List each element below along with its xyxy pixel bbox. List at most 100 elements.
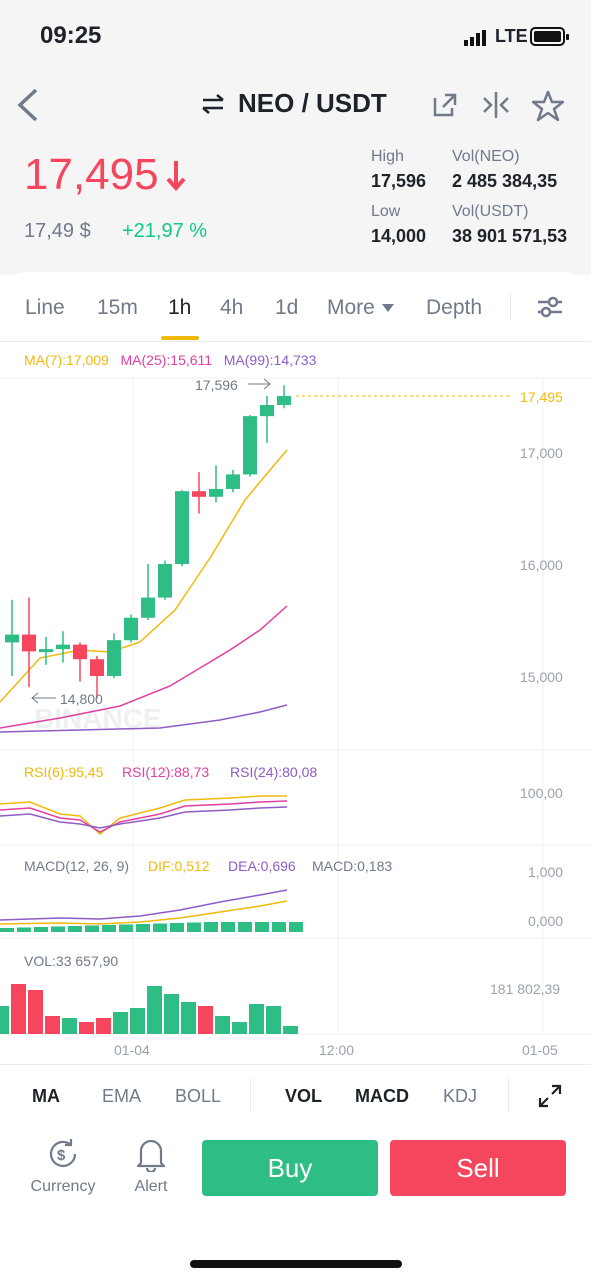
macd-bar [221,922,235,932]
vol-quote-value: 38 901 571,53 [452,226,568,246]
alert-label: Alert [134,1178,168,1195]
tab-4h[interactable]: 4h [220,296,244,319]
ticker-header [0,70,591,275]
vol-base-label: Vol(NEO) [452,148,520,165]
volume-bar [130,1008,145,1034]
compare-icon[interactable] [481,90,511,120]
macd-bar [204,922,218,932]
tab-depth[interactable]: Depth [426,296,483,319]
sell-button[interactable]: Sell [390,1140,566,1196]
macd-bar [119,924,133,932]
macd-value-label: MACD:0,183 [312,858,392,874]
candle [90,655,104,699]
favorite-star-icon[interactable] [531,90,565,122]
home-indicator[interactable] [190,1260,402,1268]
indicator-vol[interactable]: VOL [285,1086,323,1106]
svg-text:$: $ [57,1147,66,1164]
rsi-tick: 100,00 [520,785,563,801]
tab-divider [510,294,511,320]
indicator-macd[interactable]: MACD [355,1086,409,1106]
volume-bar [45,1016,60,1034]
indicator-ma[interactable]: MA [32,1086,60,1106]
ma25-label: MA(25):15,611 [120,352,213,368]
price-usd: 17,49 $ [24,220,91,242]
tab-1d[interactable]: 1d [275,296,299,319]
volume-bar [0,1006,9,1034]
bell-icon [136,1139,166,1172]
macd-bar [17,927,31,932]
currency-label: Currency [30,1178,96,1195]
volume-bar [215,1016,230,1034]
volume-bar [181,1002,196,1034]
pair-selector[interactable]: NEO / USDT [200,88,387,119]
share-icon[interactable] [430,90,460,120]
candle [226,469,240,493]
volume-bar [11,984,26,1034]
tab-1h[interactable]: 1h [168,296,192,319]
high-marker-arrow [248,378,271,390]
macd-bar [85,925,99,932]
volume-bar [266,1006,281,1034]
signal-icon [464,30,492,46]
macd-tick: 0,000 [528,913,563,929]
indicator-divider [250,1078,251,1112]
dea-label: DEA:0,696 [228,858,296,874]
ma7-line [0,449,288,703]
volume-bar [79,1022,94,1034]
candle [22,597,36,688]
candle [243,415,257,477]
rsi6-line [0,795,287,835]
candle [39,636,53,665]
candle [260,396,274,444]
high-value: 17,596 [371,171,427,191]
macd-bar [102,925,116,932]
last-price: 17,495 [24,150,187,200]
caret-down-icon [381,304,394,312]
tab-more-label: More [327,296,375,319]
buy-button[interactable]: Buy [202,1140,378,1196]
currency-button[interactable]: $ Currency [28,1136,98,1196]
volume-bar [113,1012,128,1034]
macd-bar [153,923,167,932]
candle [5,599,19,676]
dif-line [0,900,288,925]
vol-quote-label: Vol(USDT) [452,203,529,220]
tab-line[interactable]: Line [25,296,65,319]
candle [158,560,172,600]
dif-label: DIF:0,512 [148,858,210,874]
candle [175,490,189,567]
high-label: High [371,148,404,165]
candle [141,564,155,620]
volume-bar [283,1026,298,1034]
last-price-tag: 17,495 [520,389,563,405]
tab-more[interactable]: More [327,296,395,320]
indicator-ema[interactable]: EMA [102,1086,142,1106]
ma99-label: MA(99):14,733 [223,352,317,368]
volume-bar [164,994,179,1034]
y-tick: 16,000 [520,557,563,573]
fullscreen-icon[interactable] [537,1083,563,1114]
macd-bar [170,923,184,932]
rsi12-label: RSI(12):88,73 [122,764,209,780]
indicator-bar [0,1064,591,1126]
price-change: +21,97 % [122,220,208,242]
tab-15m[interactable]: 15m [97,296,138,319]
battery-icon [530,27,570,52]
candle [73,642,87,682]
volume-bar [232,1022,247,1034]
macd-bar [255,922,269,932]
macd-bar [187,922,201,932]
low-label: Low [371,203,401,220]
rsi24-label: RSI(24):80,08 [230,764,317,780]
kline-chart[interactable]: BINANCE 17,495 17,596 14,800 17,000 16,0… [0,340,591,1064]
alert-button[interactable]: Alert [128,1136,174,1196]
candle [56,631,70,663]
back-icon[interactable] [12,86,44,124]
indicator-divider [508,1078,509,1112]
candle [192,472,206,514]
indicator-boll[interactable]: BOLL [175,1086,222,1106]
indicator-kdj[interactable]: KDJ [443,1086,478,1106]
chart-settings-icon[interactable] [536,294,564,325]
volume-bar [147,986,162,1034]
macd-bar [272,922,286,932]
